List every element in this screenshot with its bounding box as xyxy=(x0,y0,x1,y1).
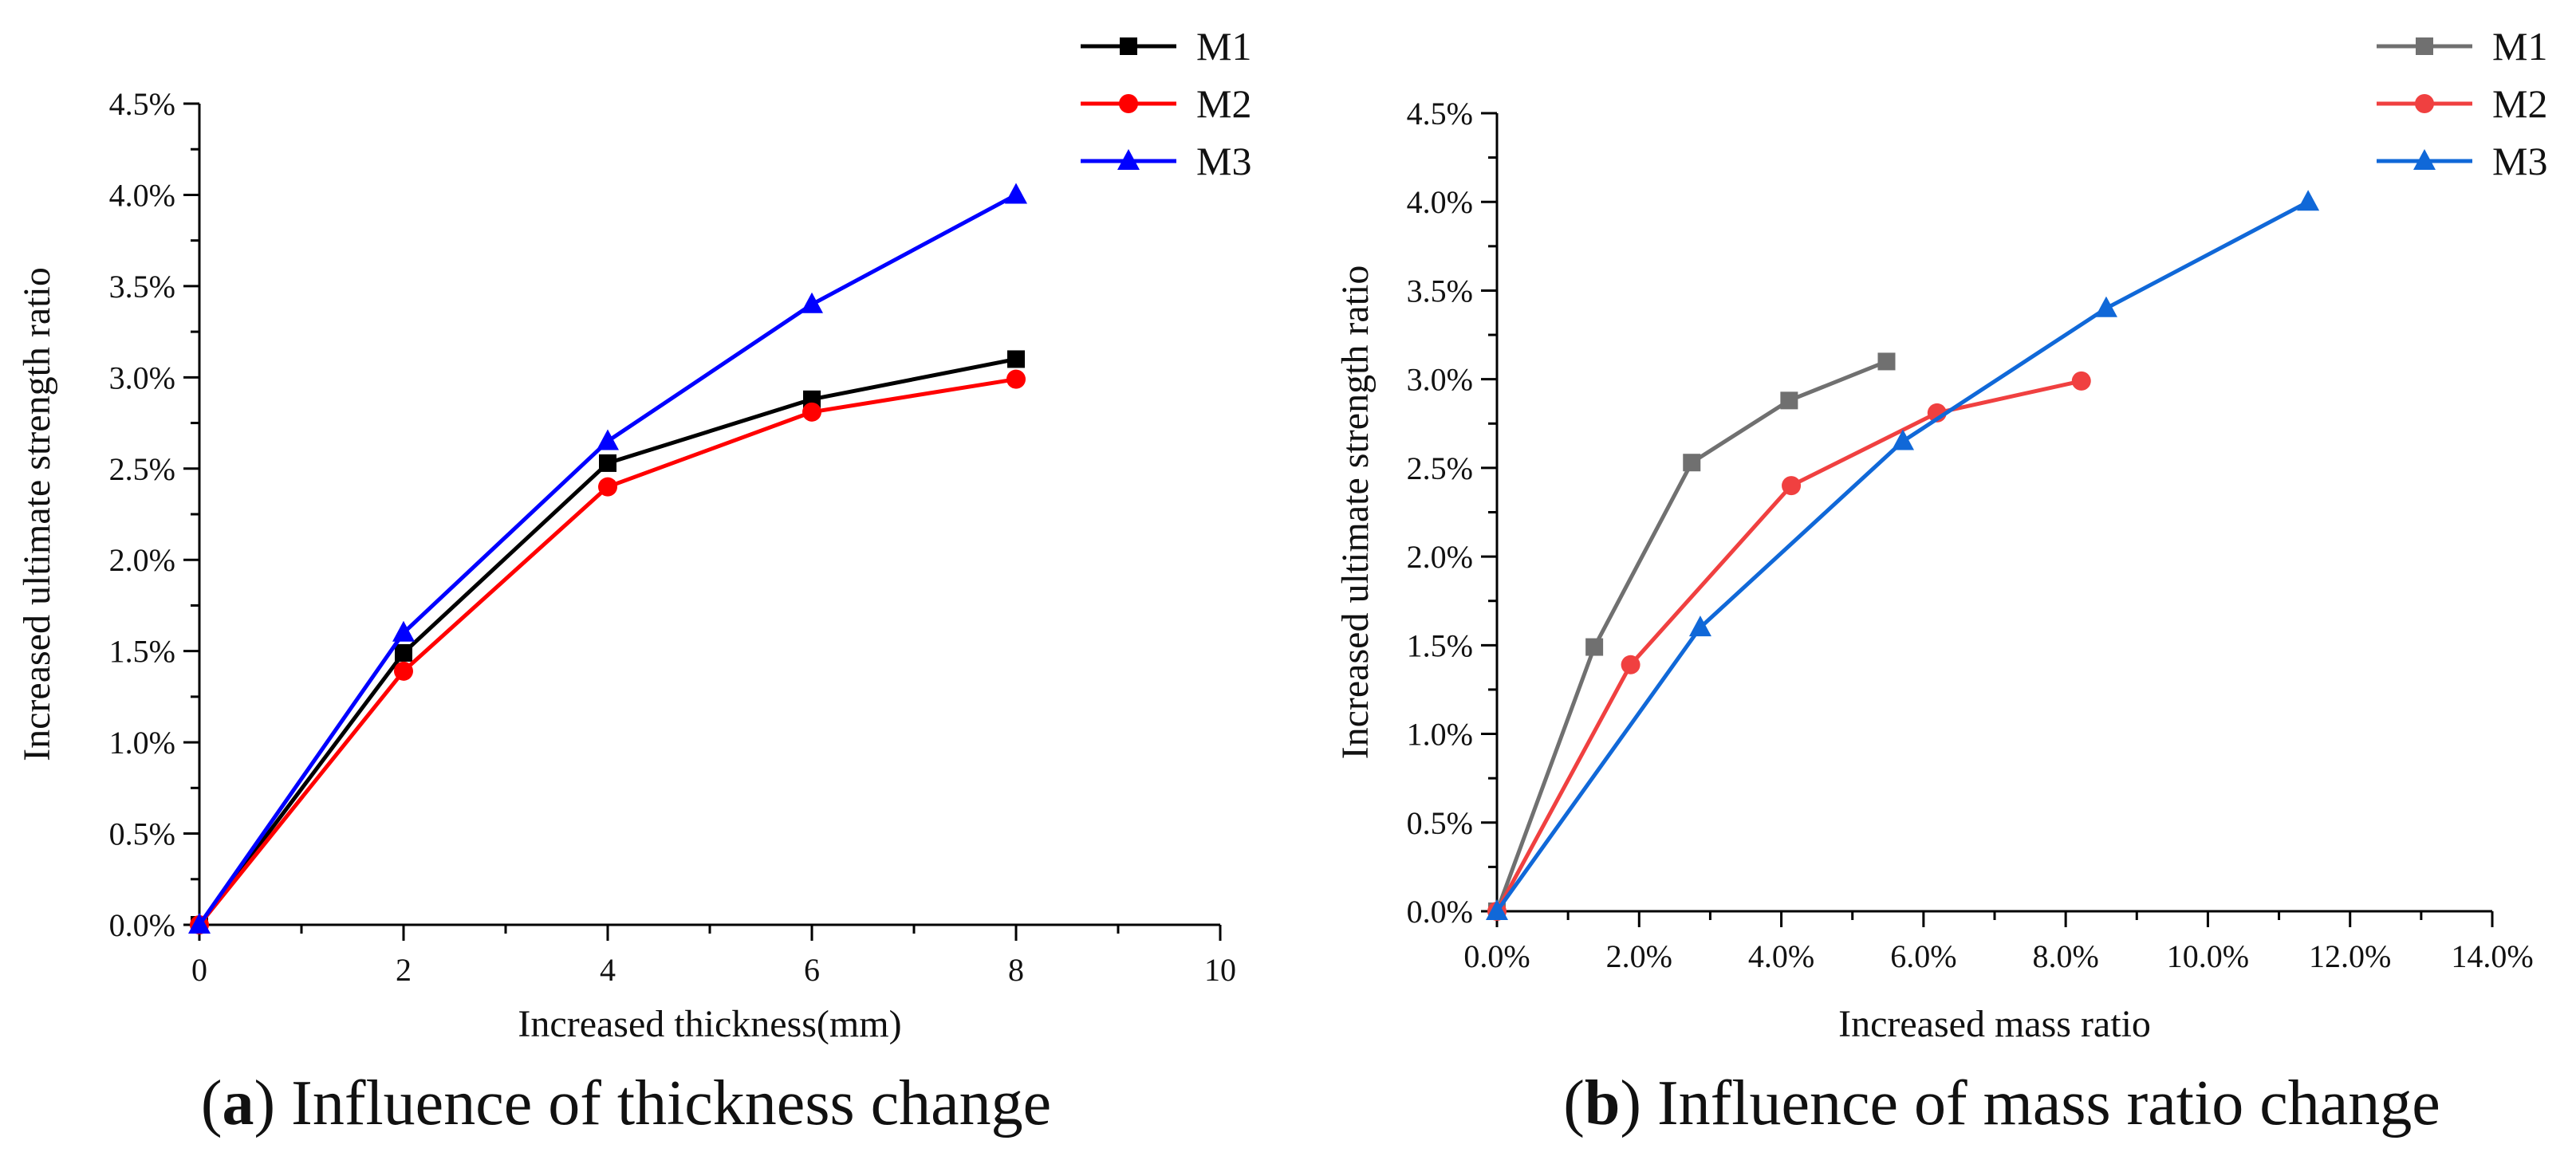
series-line-m3 xyxy=(197,193,1018,926)
series-m2 xyxy=(190,369,1026,934)
x-tick-label: 6 xyxy=(804,952,820,988)
series-m3 xyxy=(1486,190,2320,920)
y-tick-label: 1.0% xyxy=(1407,717,1473,753)
x-tick-label: 12.0% xyxy=(2309,938,2391,974)
legend-label: M2 xyxy=(2492,81,2547,126)
x-tick-label: 10.0% xyxy=(2167,938,2249,974)
data-point-m1 xyxy=(1877,352,1896,371)
series-line-m3 xyxy=(1495,200,2310,913)
y-tick-label: 4.5% xyxy=(1407,96,1473,132)
panel-caption-text: Influence of thickness change xyxy=(291,1068,1051,1138)
series-m2 xyxy=(1487,371,2091,921)
data-point-m2 xyxy=(802,402,821,422)
legend-label: M1 xyxy=(1196,24,1251,69)
legend-label: M3 xyxy=(2492,139,2547,183)
legend-entry-m2: M2 xyxy=(1081,81,1251,126)
data-point-m3 xyxy=(1688,615,1711,637)
panel-caption-text: Influence of mass ratio change xyxy=(1657,1068,2440,1138)
data-point-m3 xyxy=(392,620,415,642)
y-tick-label: 0.0% xyxy=(109,907,175,943)
data-point-m2 xyxy=(1782,476,1802,496)
chart-panel-a: 0 2 4 6 8 10 0.0% 0.5% 1.0% 1.5% 2.0% 2.5% 3.0% 3.5% 4… xyxy=(16,24,1251,1138)
y-tick-label: 0.5% xyxy=(109,816,175,852)
y-tick-label: 2.0% xyxy=(109,542,175,578)
legend-marker xyxy=(2415,94,2434,113)
data-point-m1 xyxy=(1007,350,1025,368)
data-point-m1 xyxy=(1683,454,1701,472)
panel-letter: b xyxy=(1585,1068,1621,1138)
chart-panel-b: 0.0% 2.0% 4.0% 6.0% 8.0% 10.0% 12.0% 14.0% 0.0% 0… xyxy=(1334,24,2547,1138)
y-tick-label: 3.0% xyxy=(1407,362,1473,398)
legend-entry-m3: M3 xyxy=(2377,139,2547,183)
data-point-m2 xyxy=(598,477,617,497)
y-axis-label: Increased ultimate strength ratio xyxy=(1334,265,1377,760)
y-tick-label: 1.0% xyxy=(109,725,175,761)
data-point-m3 xyxy=(188,913,211,934)
data-point-m3 xyxy=(1892,429,1915,450)
legend-marker xyxy=(2413,149,2436,170)
legend-entry-m3: M3 xyxy=(1081,139,1251,183)
x-tick-label: 0 xyxy=(191,952,207,988)
x-tick-label: 14.0% xyxy=(2451,938,2533,974)
y-tick-label: 0.0% xyxy=(1407,894,1473,930)
legend-marker xyxy=(2416,37,2433,55)
x-tick-label: 8.0% xyxy=(2032,938,2098,974)
x-axis-label: Increased mass ratio xyxy=(1838,1003,2151,1045)
legend-label: M1 xyxy=(2492,24,2547,69)
legend-entry-m2: M2 xyxy=(2377,81,2547,126)
y-tick-label: 3.0% xyxy=(109,360,175,395)
data-point-m1 xyxy=(395,643,412,662)
y-tick-label: 4.0% xyxy=(1407,184,1473,220)
x-tick-label: 6.0% xyxy=(1890,938,1956,974)
data-point-m3 xyxy=(1005,183,1027,204)
series-m3 xyxy=(188,183,1027,934)
y-tick-label: 4.5% xyxy=(109,86,175,122)
data-point-m1 xyxy=(599,454,616,472)
y-tick-label: 1.5% xyxy=(109,634,175,670)
x-tick-label: 2 xyxy=(396,952,412,988)
data-point-m2 xyxy=(1621,655,1641,674)
panel-letter: a xyxy=(223,1068,254,1138)
legend-marker xyxy=(1120,37,1137,55)
x-tick-label: 4 xyxy=(600,952,616,988)
x-axis-label: Increased thickness(mm) xyxy=(518,1003,901,1045)
x-tick-label: 10 xyxy=(1204,952,1236,988)
legend-marker xyxy=(1117,149,1140,170)
series-line-m2 xyxy=(1495,379,2082,913)
y-tick-label: 4.0% xyxy=(109,177,175,213)
x-tick-label: 2.0% xyxy=(1606,938,1672,974)
data-point-m3 xyxy=(801,292,823,313)
data-point-m2 xyxy=(2071,371,2091,391)
y-tick-label: 2.5% xyxy=(109,451,175,487)
x-tick-label: 8 xyxy=(1008,952,1024,988)
data-point-m2 xyxy=(394,661,413,681)
panel-caption: (b) Influence of mass ratio change xyxy=(1563,1068,2440,1138)
panel-caption: (a) Influence of thickness change xyxy=(201,1068,1051,1138)
y-axis-label: Increased ultimate strength ratio xyxy=(16,267,58,761)
y-tick-label: 3.5% xyxy=(1407,273,1473,309)
data-point-m1 xyxy=(1780,391,1798,410)
y-tick-label: 1.5% xyxy=(1407,627,1473,663)
data-point-m3 xyxy=(2297,190,2320,211)
x-tick-label: 0.0% xyxy=(1463,938,1530,974)
legend-label: M3 xyxy=(1196,139,1251,183)
y-tick-label: 2.5% xyxy=(1407,450,1473,486)
x-tick-label: 4.0% xyxy=(1748,938,1814,974)
y-tick-label: 0.5% xyxy=(1407,805,1473,841)
data-point-m1 xyxy=(1585,638,1604,656)
y-tick-label: 2.0% xyxy=(1407,539,1473,575)
y-tick-label: 3.5% xyxy=(109,269,175,305)
data-point-m3 xyxy=(2094,296,2117,317)
data-point-m3 xyxy=(1486,899,1508,920)
legend-marker xyxy=(1119,94,1138,113)
data-point-m3 xyxy=(597,429,619,450)
data-point-m2 xyxy=(1006,369,1026,389)
legend-entry-m1: M1 xyxy=(2377,24,2547,69)
legend-entry-m1: M1 xyxy=(1081,24,1251,69)
legend-label: M2 xyxy=(1196,81,1251,126)
